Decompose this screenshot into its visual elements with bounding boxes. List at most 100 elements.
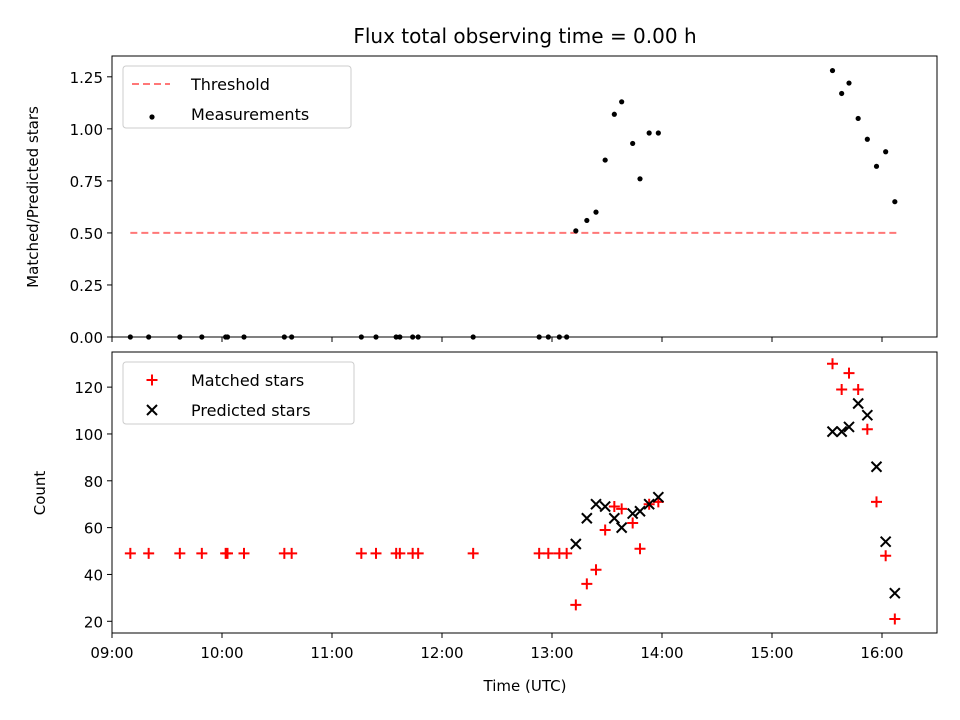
bottom-matched-stars-point — [394, 547, 406, 559]
x-tick-label: 15:00 — [750, 644, 793, 662]
top-measurement-point — [611, 111, 617, 117]
top-measurement-point — [839, 90, 845, 97]
bottom-matched-stars-point — [238, 547, 250, 559]
bottom-predicted-stars-point — [652, 491, 665, 503]
bottom-matched-stars-point — [561, 547, 573, 559]
legend-label: Predicted stars — [191, 401, 311, 420]
bottom-matched-stars-point — [196, 547, 208, 559]
bottom-matched-stars-point — [286, 547, 298, 559]
bottom-y-tick-label: 40 — [84, 566, 103, 584]
top-y-tick-label: 1.25 — [70, 69, 103, 87]
bottom-matched-stars-point — [880, 550, 892, 562]
top-measurement-point — [602, 157, 608, 163]
legend-label: Matched stars — [191, 371, 304, 390]
top-measurement-point — [593, 209, 599, 215]
top-measurement-point — [864, 136, 870, 142]
bottom-matched-stars-point — [852, 383, 864, 395]
bottom-y-tick-label: 100 — [74, 426, 103, 444]
bottom-predicted-stars-point — [581, 512, 593, 524]
top-axes-frame — [111, 55, 938, 338]
bottom-matched-stars-point — [634, 543, 646, 555]
bottom-predicted-stars-point — [626, 507, 639, 520]
legend-predicted-swatch — [146, 404, 158, 416]
bottom-matched-stars-point — [843, 367, 855, 379]
bottom-matched-stars-point — [370, 547, 382, 559]
top-y-tick-label: 0.50 — [70, 225, 103, 243]
legend-label: Measurements — [191, 105, 309, 124]
bottom-y-tick-label: 80 — [84, 473, 103, 491]
bottom-matched-stars-point — [871, 496, 882, 508]
bottom-matched-stars-point — [124, 547, 136, 559]
legend-matched-swatch — [146, 374, 158, 386]
bottom-predicted-stars-point — [608, 512, 621, 524]
bottom-predicted-stars-point — [835, 425, 848, 438]
bottom-legend: Matched stars Predicted stars — [122, 361, 355, 425]
bottom-matched-stars-point — [542, 547, 554, 559]
top-measurement-point — [573, 228, 579, 234]
bottom-matched-stars-point — [836, 383, 848, 395]
bottom-predicted-stars-point — [643, 498, 655, 510]
bottom-predicted-stars-point — [826, 425, 839, 438]
bottom-matched-stars-point — [581, 578, 593, 590]
top-measurement-point — [855, 115, 861, 122]
bottom-matched-stars-point — [608, 501, 620, 513]
bottom-predicted-stars-point — [879, 535, 892, 548]
bottom-matched-stars-point — [222, 547, 233, 559]
bottom-matched-stars-point — [467, 547, 479, 559]
top-y-tick-label: 0.25 — [70, 277, 103, 295]
bottom-predicted-stars-point — [634, 505, 646, 517]
bottom-matched-stars-point — [174, 547, 186, 559]
top-measurement-point — [584, 217, 590, 224]
top-measurement-point — [655, 130, 661, 136]
bottom-legend-box — [122, 361, 355, 425]
bottom-predicted-stars-point — [590, 498, 602, 510]
top-plot-area: 0.00 0.25 0.50 0.75 1.00 1.25 Threshold Measure… — [70, 55, 938, 347]
bottom-matched-stars-point — [827, 358, 838, 370]
bottom-predicted-stars-point — [615, 521, 628, 534]
top-legend: Threshold Measurements — [122, 65, 352, 129]
bottom-y-tick-label: 20 — [84, 613, 103, 631]
bottom-matched-stars-point — [570, 599, 582, 611]
bottom-matched-stars-point — [861, 423, 873, 435]
bottom-matched-stars-point — [143, 547, 155, 559]
x-tick-label: 12:00 — [420, 644, 463, 662]
bottom-y-axis-label: Count — [31, 471, 49, 516]
bottom-predicted-stars-point — [889, 587, 901, 599]
bottom-matched-stars-point — [412, 547, 424, 559]
top-measurement-point — [846, 80, 852, 86]
top-measurement-point — [892, 199, 898, 205]
bottom-matched-stars-point — [599, 524, 611, 536]
top-y-tick-label: 0.00 — [70, 329, 103, 347]
top-measurement-point — [829, 67, 836, 74]
bottom-y-tick-label: 120 — [74, 379, 103, 397]
top-chart-title: Flux total observing time = 0.00 h — [353, 24, 696, 48]
bottom-predicted-stars-point — [870, 461, 883, 473]
bottom-predicted-stars-point — [599, 500, 611, 513]
bottom-predicted-stars-point — [852, 397, 864, 410]
x-tick-label: 11:00 — [310, 644, 353, 662]
bottom-predicted-stars-point — [843, 421, 855, 433]
bottom-y-tick-label: 60 — [84, 520, 103, 538]
bottom-matched-stars-point — [627, 517, 639, 529]
top-measurement-point — [883, 149, 889, 155]
top-y-tick-label: 1.00 — [70, 121, 103, 139]
bottom-matched-stars-point — [616, 503, 628, 515]
x-tick-label: 14:00 — [640, 644, 683, 662]
bottom-predicted-stars-point — [861, 409, 874, 421]
bottom-axes-frame — [111, 351, 938, 634]
top-measurement-point — [637, 176, 643, 182]
bottom-matched-stars-point — [889, 613, 901, 625]
bottom-matched-stars-point — [355, 547, 367, 559]
top-measurement-point — [646, 130, 652, 136]
top-y-tick-label: 0.75 — [70, 173, 103, 191]
bottom-plot-area: 20 40 60 80 100 120 09:00 10:00 11:00 12:00 13:00 1… — [74, 351, 938, 662]
legend-label: Threshold — [190, 75, 270, 94]
x-tick-label: 13:00 — [530, 644, 573, 662]
legend-measurements-swatch — [149, 114, 155, 120]
bottom-predicted-stars-point — [570, 538, 582, 550]
x-axis-label: Time (UTC) — [483, 677, 567, 695]
top-y-axis-label: Matched/Predicted stars — [24, 106, 42, 288]
x-tick-label: 10:00 — [200, 644, 243, 662]
x-tick-label: 09:00 — [90, 644, 133, 662]
